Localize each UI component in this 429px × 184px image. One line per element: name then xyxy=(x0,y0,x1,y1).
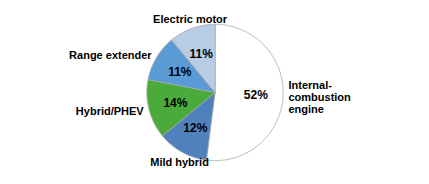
svg-text:Internal-combustionengine: Internal-combustionengine xyxy=(288,79,351,115)
svg-text:12%: 12% xyxy=(183,121,207,135)
svg-text:Hybrid/PHEV: Hybrid/PHEV xyxy=(76,105,145,117)
svg-text:52%: 52% xyxy=(244,88,268,102)
svg-text:11%: 11% xyxy=(189,47,213,61)
svg-text:11%: 11% xyxy=(168,65,192,79)
svg-text:Electric motor: Electric motor xyxy=(153,13,228,25)
svg-text:14%: 14% xyxy=(163,96,187,110)
svg-text:Mild hybrid: Mild hybrid xyxy=(150,156,209,168)
svg-text:Range extender: Range extender xyxy=(69,49,152,61)
